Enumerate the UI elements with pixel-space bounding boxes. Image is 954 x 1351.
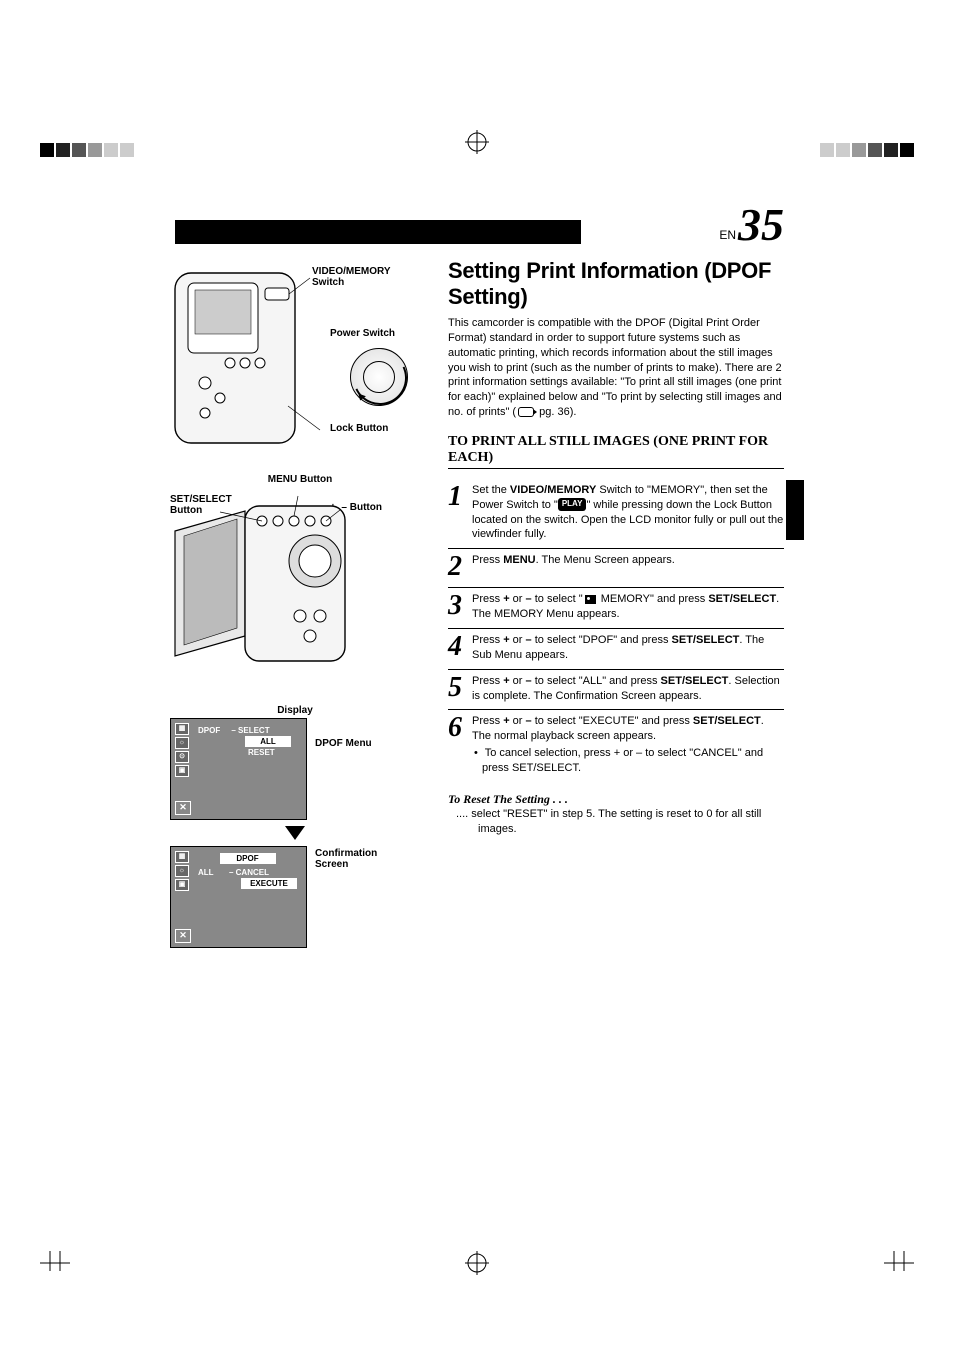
step-number: 1 (448, 483, 472, 542)
step-text: Press + or – to select "EXECUTE" and pre… (472, 714, 784, 775)
memory-icon (585, 595, 596, 604)
step-1: 1 Set the VIDEO/MEMORY Switch to "MEMORY… (448, 479, 784, 549)
crosshair-icon (465, 1251, 489, 1275)
crosshair-icon (465, 130, 489, 154)
display-label: Display (170, 705, 420, 716)
dpof-menu-row: ▦ ☼ ⊙ ▣ ✕ DPOF – SELECT ALL RESET (170, 718, 420, 820)
strip-icon: ▦ (175, 851, 189, 863)
sub-heading: TO PRINT ALL STILL IMAGES (ONE PRINT FOR… (448, 434, 784, 469)
step-5: 5 Press + or – to select "ALL" and press… (448, 670, 784, 711)
confirm-cancel-label: – CANCEL (229, 868, 269, 877)
down-arrow-icon (285, 826, 305, 840)
step-text: Press + or – to select "ALL" and press S… (472, 674, 784, 704)
confirmation-screen-label: Confirmation Screen (315, 848, 395, 870)
camcorder-open-figure: MENU Button SET/SELECT Button +, – Butto… (170, 474, 420, 689)
dpof-menu-label: DPOF Menu (315, 738, 372, 749)
header-black-bar (175, 220, 581, 244)
menu-body: DPOF ALL – CANCEL EXECUTE (195, 853, 300, 889)
play-pill-icon: PLAY (558, 498, 587, 511)
camcorder-open-svg (170, 486, 420, 686)
confirmation-display: ▦ ☼ ▣ ✕ DPOF ALL – CANCEL EXECUTE (170, 846, 307, 948)
step-number: 6 (448, 714, 472, 775)
strip-icon: ⊙ (175, 751, 189, 763)
confirm-all-label: ALL (198, 868, 213, 877)
step-number: 3 (448, 592, 472, 622)
reg-marks-left (40, 130, 134, 170)
power-dial-diagram (350, 348, 408, 406)
intro-text: This camcorder is compatible with the DP… (448, 317, 782, 418)
menu-icon-strip: ▦ ☼ ▣ ✕ (175, 851, 189, 943)
lock-button-label: Lock Button (330, 423, 388, 434)
confirm-row: ALL – CANCEL (195, 867, 300, 878)
intro-pageref-text: pg. 36). (539, 406, 576, 418)
intro-paragraph: This camcorder is compatible with the DP… (448, 316, 784, 420)
menu-title-text: DPOF (198, 726, 220, 735)
camcorder-side-figure: VIDEO/MEMORY Switch Power Switch Lock Bu… (170, 258, 420, 458)
dpof-menu-display: ▦ ☼ ⊙ ▣ ✕ DPOF – SELECT ALL RESET (170, 718, 307, 820)
lang-code: EN (719, 228, 736, 242)
reset-heading: To Reset The Setting . . . (448, 792, 784, 807)
menu-body: DPOF – SELECT ALL RESET (195, 725, 300, 758)
menu-option-all: ALL (245, 736, 291, 747)
close-icon: ✕ (175, 801, 191, 815)
page-number: 35 (738, 207, 784, 244)
menu-icon-strip: ▦ ☼ ⊙ ▣ ✕ (175, 723, 189, 815)
page-number-box: EN 35 (581, 220, 784, 244)
printer-marks-bottom (0, 1251, 954, 1291)
strip-icon: ▣ (175, 765, 189, 777)
confirm-menu-row: ▦ ☼ ▣ ✕ DPOF ALL – CANCEL EXECUTE (170, 846, 420, 948)
step-4: 4 Press + or – to select "DPOF" and pres… (448, 629, 784, 670)
video-memory-switch-label: VIDEO/MEMORY Switch (312, 266, 420, 288)
page-ref-icon (518, 407, 534, 417)
manual-page: EN 35 (0, 0, 954, 1351)
section-tab (786, 480, 804, 540)
confirm-title: DPOF (220, 853, 276, 864)
close-icon: ✕ (175, 929, 191, 943)
main-heading: Setting Print Information (DPOF Setting) (448, 258, 784, 310)
printer-marks-top (0, 130, 954, 170)
step-6-bullet: To cancel selection, press + or – to sel… (472, 746, 784, 776)
strip-icon: ▣ (175, 879, 189, 891)
step-2: 2 Press MENU. The Menu Screen appears. (448, 549, 784, 588)
content-columns: VIDEO/MEMORY Switch Power Switch Lock Bu… (170, 258, 784, 948)
reg-marks-right (820, 130, 914, 170)
step-text: Press MENU. The Menu Screen appears. (472, 553, 675, 581)
crop-mark-icon (40, 1251, 80, 1291)
text-column: Setting Print Information (DPOF Setting)… (448, 258, 784, 948)
diagram-column: VIDEO/MEMORY Switch Power Switch Lock Bu… (170, 258, 420, 948)
strip-icon: ▦ (175, 723, 189, 735)
step-number: 5 (448, 674, 472, 704)
step-number: 2 (448, 553, 472, 581)
menu-select-label: – SELECT (231, 726, 269, 735)
step-text: Press + or – to select "DPOF" and press … (472, 633, 784, 663)
step-text: Press + or – to select " MEMORY" and pre… (472, 592, 784, 622)
strip-icon: ☼ (175, 865, 189, 877)
crop-mark-icon (874, 1251, 914, 1291)
page-header-bar: EN 35 (175, 220, 784, 244)
strip-icon: ☼ (175, 737, 189, 749)
menu-title: DPOF – SELECT (195, 725, 300, 736)
menu-option-reset: RESET (245, 747, 300, 758)
confirm-execute: EXECUTE (241, 878, 297, 889)
step-3: 3 Press + or – to select " MEMORY" and p… (448, 588, 784, 629)
step-text: Set the VIDEO/MEMORY Switch to "MEMORY",… (472, 483, 784, 542)
step-6: 6 Press + or – to select "EXECUTE" and p… (448, 710, 784, 781)
menu-button-label: MENU Button (260, 474, 340, 485)
step-number: 4 (448, 633, 472, 663)
reset-text: .... select "RESET" in step 5. The setti… (448, 807, 784, 837)
power-switch-label: Power Switch (330, 328, 395, 339)
